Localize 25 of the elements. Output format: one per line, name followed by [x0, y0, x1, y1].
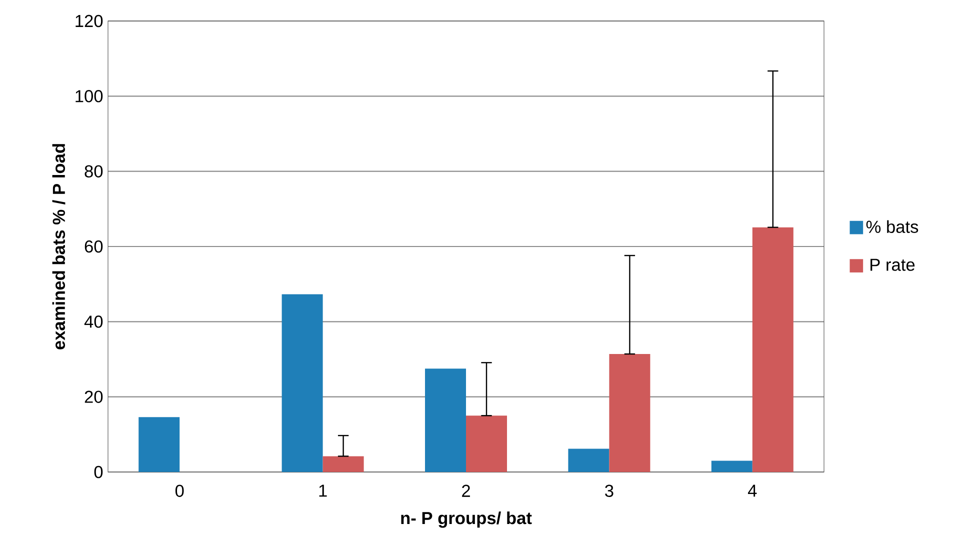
- x-tick-label: 3: [605, 484, 614, 497]
- bar: [425, 368, 466, 472]
- legend-label: % bats: [866, 220, 918, 233]
- y-tick-label: 100: [76, 90, 103, 102]
- y-tick-label: 20: [84, 390, 103, 403]
- x-tick-label: 2: [462, 484, 470, 497]
- y-tick-label: 120: [76, 14, 103, 28]
- x-tick-label: 0: [175, 484, 184, 497]
- legend-label: P rate: [870, 258, 915, 271]
- bar: [282, 294, 323, 472]
- bar: [138, 417, 180, 472]
- x-tick-label: 4: [748, 484, 757, 497]
- bar: [609, 354, 650, 472]
- bar: [711, 460, 752, 472]
- y-tick-label: 80: [84, 165, 103, 178]
- bar: [466, 416, 508, 472]
- y-tick-label: 60: [84, 240, 103, 253]
- y-tick-label: 0: [94, 466, 103, 478]
- bar: [322, 456, 364, 472]
- bar: [752, 227, 794, 472]
- y-axis-title: examined bats % / P load: [52, 144, 66, 350]
- y-tick-label: 40: [84, 316, 103, 328]
- bar: [568, 448, 610, 472]
- x-tick-label: 1: [319, 484, 327, 497]
- x-axis-title: n- P groups/ bat: [401, 511, 532, 528]
